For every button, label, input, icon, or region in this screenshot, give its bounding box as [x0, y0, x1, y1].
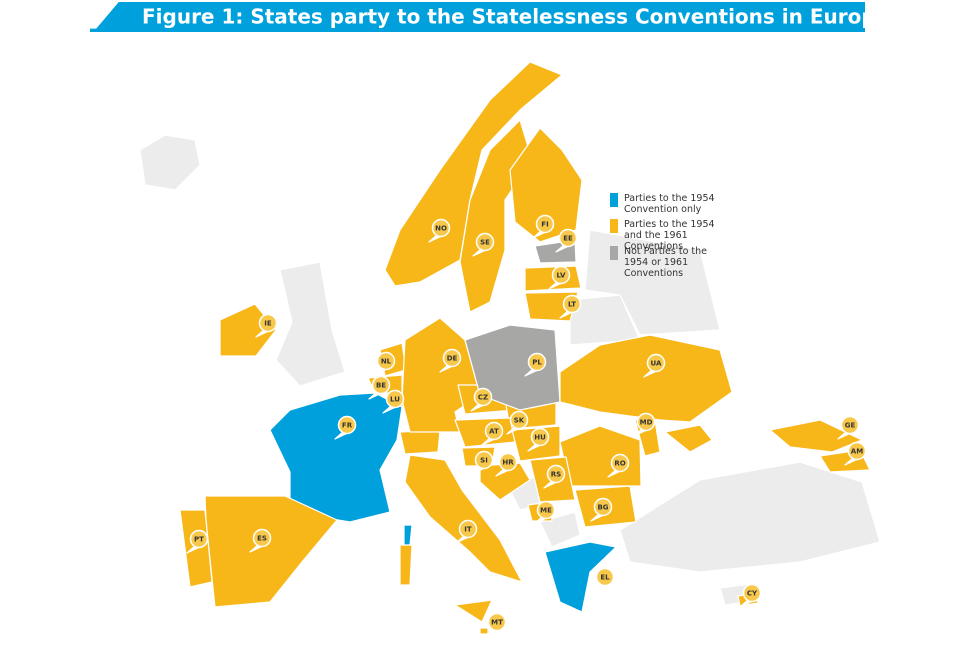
country-code: NO: [435, 225, 447, 233]
country-code: ME: [540, 507, 552, 515]
pin: [595, 567, 615, 587]
country-code: IE: [264, 320, 272, 328]
country-code: HU: [534, 434, 546, 442]
legend-label: Not Parties to the 1954 or 1961 Conventi…: [624, 246, 708, 279]
legend-label: Parties to the 1954 and the 1961 Convent…: [624, 219, 715, 252]
country-code: AT: [489, 428, 499, 436]
pin: [527, 352, 547, 372]
country-code: PT: [194, 536, 204, 544]
country-labels: NO SE FI EE LV LT IE NL DE BE LU FR CZ SK PL UA AT HU MD SI…: [186, 214, 867, 637]
pin: [337, 415, 357, 435]
country-code: HR: [502, 459, 514, 467]
pin: [562, 294, 582, 314]
title-notch: [89, 1, 119, 29]
pin: [458, 519, 478, 539]
title-bar: [90, 2, 865, 32]
pin: [558, 228, 578, 248]
pin: [473, 387, 493, 407]
country-shape: [384, 61, 563, 287]
pin: [610, 453, 630, 473]
pin: [530, 427, 550, 447]
country-code: DE: [447, 355, 458, 363]
pin: [847, 441, 867, 461]
country-code: BE: [376, 382, 386, 390]
pin: [487, 612, 507, 632]
country-shape: [454, 599, 493, 623]
pin: [646, 353, 666, 373]
pin: [509, 410, 529, 430]
pin: [252, 528, 272, 548]
country-shape: [769, 419, 863, 453]
legend-swatch: [610, 246, 618, 260]
country-code: MT: [491, 619, 503, 627]
country-code: UA: [651, 360, 662, 368]
pin: [484, 421, 504, 441]
country-code: IT: [464, 526, 472, 534]
country-code: EE: [563, 235, 573, 243]
pin: [189, 529, 209, 549]
country-code: LT: [568, 301, 576, 309]
country-shape: [559, 334, 733, 423]
pin: [742, 583, 762, 603]
pin: [636, 412, 656, 432]
country-shape: [479, 627, 489, 635]
country-code: CZ: [478, 394, 488, 402]
country-shape: [559, 425, 642, 487]
pin: [431, 218, 451, 238]
country-code: PL: [532, 359, 542, 367]
country-code: SI: [480, 457, 488, 465]
country-shape: [401, 317, 481, 433]
country-code: MD: [640, 419, 653, 427]
country-code: RO: [614, 460, 625, 468]
country-code: RS: [551, 471, 561, 479]
country-code: SK: [514, 417, 525, 425]
countries: [179, 61, 871, 635]
country-code: NL: [381, 358, 392, 366]
pin: [385, 389, 405, 409]
country-shape: [404, 454, 523, 583]
pin: [258, 313, 278, 333]
pin: [442, 348, 462, 368]
legend-swatch: [610, 219, 618, 233]
country-code: AM: [851, 448, 863, 456]
pin: [371, 375, 391, 395]
title: Figure 1: States party to the Statelessn…: [142, 5, 889, 29]
country-code: FI: [541, 221, 548, 229]
pin: [593, 497, 613, 517]
country-code: GE: [845, 422, 856, 430]
pin: [535, 214, 555, 234]
country-code: LU: [390, 396, 400, 404]
pin: [840, 415, 860, 435]
legend-swatch: [610, 193, 618, 207]
pin: [474, 450, 494, 470]
country-code: CY: [747, 590, 758, 598]
country-code: EL: [600, 574, 610, 582]
country-shape: [269, 392, 403, 523]
country-shape: [544, 541, 617, 613]
country-code: LV: [557, 272, 566, 280]
legend-item: Parties to the 1954 and the 1961 Convent…: [610, 219, 730, 252]
pin: [498, 452, 518, 472]
pin: [536, 500, 556, 520]
country-shape: [204, 495, 338, 608]
country-code: FR: [342, 422, 353, 430]
legend-label: Parties to the 1954 Convention only: [624, 193, 715, 215]
pin: [551, 265, 571, 285]
pin: [546, 464, 566, 484]
country-code: ES: [257, 535, 267, 543]
legend-item: Not Parties to the 1954 or 1961 Conventi…: [610, 246, 730, 279]
country-code: SE: [480, 239, 490, 247]
legend-item: Parties to the 1954 Convention only: [610, 193, 730, 215]
country-code: BG: [597, 504, 608, 512]
pin: [376, 351, 396, 371]
country-shape: [509, 127, 583, 243]
pin: [475, 232, 495, 252]
